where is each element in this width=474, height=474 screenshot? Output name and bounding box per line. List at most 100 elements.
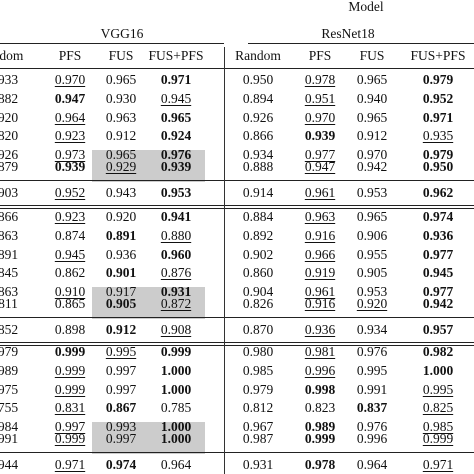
table-cell: 0.888 <box>242 159 274 174</box>
model-header: Model <box>348 0 384 14</box>
table-cell: 0.977 <box>422 284 454 299</box>
table-cell: 0.919 <box>304 265 336 280</box>
table-cell: 0.862 <box>54 265 86 280</box>
table-cell: 882 <box>0 91 19 106</box>
table-cell: 0.995 <box>105 344 137 359</box>
table-cell: 0.964 <box>356 457 388 472</box>
table-cell: 0.976 <box>160 147 192 162</box>
block-rule <box>0 208 474 209</box>
highlighted-cell <box>147 422 205 454</box>
table-cell: 0.891 <box>105 228 137 243</box>
table-cell: 0.955 <box>356 247 388 262</box>
table-cell: 0.872 <box>160 296 192 311</box>
table-cell: 0.981 <box>304 344 336 359</box>
table-cell: 0.971 <box>422 110 454 125</box>
table-cell: 0.905 <box>105 296 137 311</box>
table-cell: 0.940 <box>356 91 388 106</box>
table-cell: 0.950 <box>422 159 454 174</box>
table-cell: 920 <box>0 110 19 125</box>
table-cell: 820 <box>0 128 19 143</box>
table-cell: 0.962 <box>422 185 454 200</box>
highlighted-cell <box>92 287 150 319</box>
table-cell: 0.964 <box>54 110 86 125</box>
table-cell: 991 <box>0 431 19 446</box>
table-cell: 0.999 <box>160 344 192 359</box>
table-cell: 0.971 <box>160 72 192 87</box>
table-cell: 0.971 <box>54 457 86 472</box>
table-cell: 0.914 <box>242 185 274 200</box>
table-cell: 1.000 <box>160 431 192 446</box>
table-cell: 0.965 <box>356 72 388 87</box>
table-cell: 0.996 <box>356 431 388 446</box>
table-cell: 0.929 <box>105 159 137 174</box>
column-header: FUS+PFS <box>410 48 466 63</box>
table-cell: 0.923 <box>54 128 86 143</box>
table-cell: 0.995 <box>422 382 454 397</box>
table-cell: 0.977 <box>422 247 454 262</box>
table-cell: 0.904 <box>242 284 274 299</box>
table-cell: 0.945 <box>54 247 86 262</box>
table-cell: 0.931 <box>160 284 192 299</box>
table-cell: 0.976 <box>356 419 388 434</box>
table-cell: 0.936 <box>422 228 454 243</box>
table-cell: 0.979 <box>242 382 274 397</box>
table-cell: 0.978 <box>304 457 336 472</box>
header-rule <box>0 68 474 69</box>
table-cell: 0.926 <box>242 110 274 125</box>
table-cell: 0.977 <box>304 147 336 162</box>
block-rule <box>0 345 474 346</box>
table-cell: 0.997 <box>105 431 137 446</box>
table-cell: 0.939 <box>304 128 336 143</box>
table-cell: 0.916 <box>304 296 336 311</box>
table-cell: 0.967 <box>242 419 274 434</box>
table-cell: 944 <box>0 457 19 472</box>
table-cell: 0.936 <box>304 322 336 337</box>
table-cell: 0.866 <box>242 128 274 143</box>
table-cell: 0.860 <box>242 265 274 280</box>
column-divider <box>224 339 225 474</box>
table-cell: 0.831 <box>54 400 86 415</box>
table-cell: 0.902 <box>242 247 274 262</box>
table-cell: 0.947 <box>304 159 336 174</box>
highlighted-cell <box>92 422 150 454</box>
table-cell: 0.865 <box>54 296 86 311</box>
table-cell: 0.953 <box>160 185 192 200</box>
table-cell: 863 <box>0 284 19 299</box>
table-cell: 1.000 <box>160 382 192 397</box>
table-cell: 811 <box>0 296 18 311</box>
table-cell: 0.951 <box>304 91 336 106</box>
table-cell: 0.912 <box>356 128 388 143</box>
table-cell: 1.000 <box>422 363 454 378</box>
table-cell: 0.876 <box>160 265 192 280</box>
table-cell: 0.884 <box>242 209 274 224</box>
table-cell: 0.999 <box>422 431 454 446</box>
table-cell: 0.924 <box>160 128 192 143</box>
table-cell: 0.945 <box>160 91 192 106</box>
table-cell: 0.942 <box>422 296 454 311</box>
vgg16-header: VGG16 <box>100 26 144 41</box>
table-cell: 0.999 <box>304 431 336 446</box>
table-cell: 0.912 <box>105 322 137 337</box>
table-cell: 0.901 <box>105 265 137 280</box>
table-cell: 0.982 <box>422 344 454 359</box>
table-cell: 0.999 <box>54 431 86 446</box>
table-cell: 1.000 <box>160 363 192 378</box>
table-cell: 0.785 <box>160 400 192 415</box>
section-rule <box>0 317 474 318</box>
table-cell: 0.953 <box>356 284 388 299</box>
table-cell: 0.985 <box>242 363 274 378</box>
table-cell: 0.987 <box>242 431 274 446</box>
table-cell: 863 <box>0 228 19 243</box>
table-cell: 0.952 <box>422 91 454 106</box>
table-cell: 0.999 <box>54 382 86 397</box>
table-cell: 0.945 <box>422 265 454 280</box>
column-header: Random <box>235 48 281 63</box>
table-cell: 0.916 <box>304 228 336 243</box>
table-cell: 852 <box>0 322 19 337</box>
block-rule <box>0 205 474 206</box>
table-cell: 0.966 <box>304 247 336 262</box>
table-cell: 0.974 <box>422 209 454 224</box>
table-cell: 0.997 <box>54 419 86 434</box>
table-cell: 0.920 <box>356 296 388 311</box>
